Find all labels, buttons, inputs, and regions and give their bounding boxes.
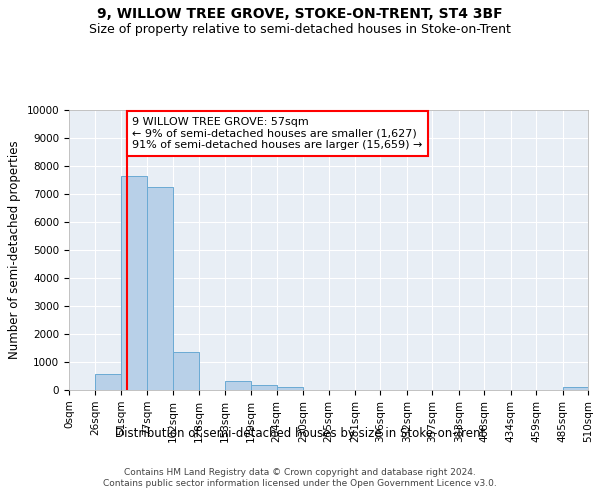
Bar (251, 385, 277, 390)
Text: 9, WILLOW TREE GROVE, STOKE-ON-TRENT, ST4 3BF: 9, WILLOW TREE GROVE, STOKE-ON-TRENT, ST… (97, 8, 503, 22)
Bar (277, 387, 303, 390)
Y-axis label: Number of semi-detached properties: Number of semi-detached properties (8, 140, 21, 360)
Bar (148, 187, 173, 390)
Bar (121, 176, 148, 390)
Text: Contains HM Land Registry data © Crown copyright and database right 2024.
Contai: Contains HM Land Registry data © Crown c… (103, 468, 497, 487)
Text: Distribution of semi-detached houses by size in Stoke-on-Trent: Distribution of semi-detached houses by … (115, 428, 485, 440)
Text: Size of property relative to semi-detached houses in Stoke-on-Trent: Size of property relative to semi-detach… (89, 22, 511, 36)
Text: 9 WILLOW TREE GROVE: 57sqm
← 9% of semi-detached houses are smaller (1,627)
91% : 9 WILLOW TREE GROVE: 57sqm ← 9% of semi-… (132, 117, 422, 150)
Bar (95, 374, 121, 390)
Bar (224, 381, 251, 390)
Bar (563, 388, 588, 390)
Bar (173, 352, 199, 390)
